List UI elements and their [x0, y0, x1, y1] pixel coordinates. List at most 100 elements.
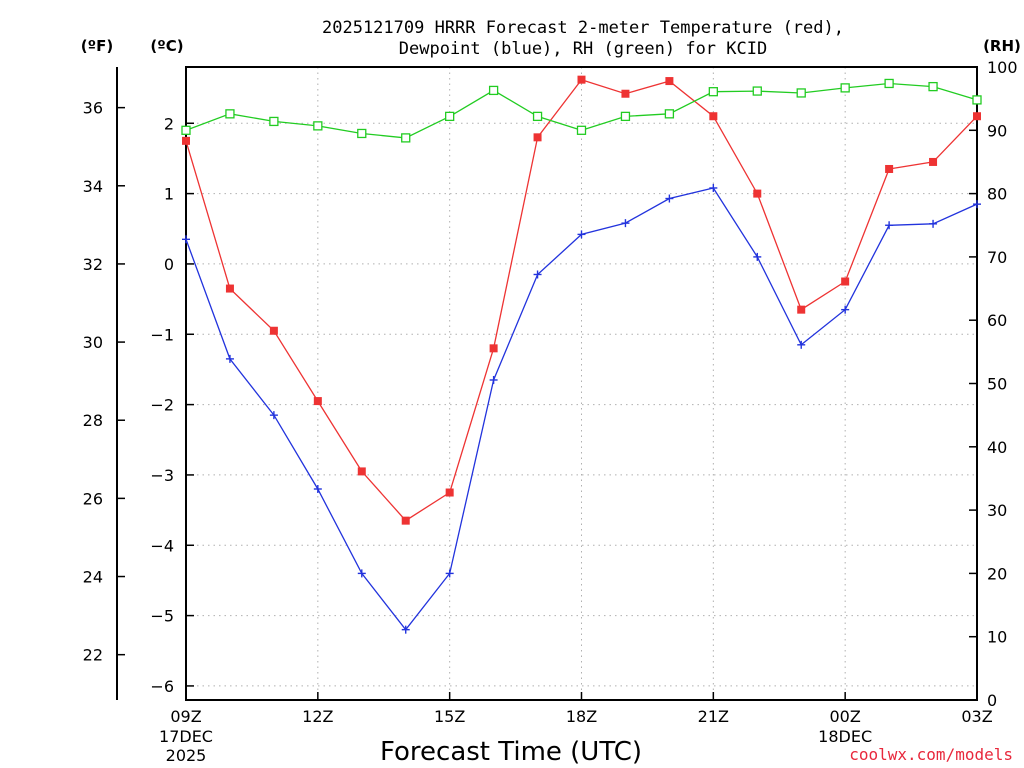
temperature-point [973, 112, 981, 121]
rh-tick-label: 60 [987, 311, 1007, 330]
rh-point [181, 125, 191, 135]
rh-point [796, 88, 806, 98]
fahrenheit-tick-label: 24 [83, 568, 103, 587]
x-tick-label: 00Z [830, 707, 861, 726]
x-tick-sublabel: 17DEC [159, 727, 213, 746]
rh-point [884, 78, 894, 89]
rh-point [576, 125, 587, 135]
dewpoint-point [709, 183, 718, 192]
x-tick-label: 12Z [302, 707, 333, 726]
dewpoint-point [665, 194, 674, 203]
temperature-point [182, 136, 190, 145]
x-tick-label: 15Z [434, 707, 465, 726]
celsius-unit-label: (ºC) [150, 37, 183, 55]
temperature-point [709, 112, 718, 121]
celsius-tick-label: −2 [150, 396, 174, 415]
temperature-line [185, 78, 978, 522]
fahrenheit-tick-label: 34 [83, 177, 103, 196]
rh-tick-label: 30 [987, 501, 1007, 520]
celsius-tick-label: 0 [164, 255, 174, 274]
rh-point [620, 111, 631, 122]
fahrenheit-tick-label: 36 [83, 99, 103, 118]
temperature-point [797, 305, 806, 314]
rh-point [401, 133, 411, 143]
dewpoint-point [621, 219, 630, 228]
temperature-point [401, 516, 410, 525]
celsius-tick-label: −6 [150, 677, 174, 696]
dewpoint-point [401, 625, 410, 634]
celsius-tick-label: −3 [150, 466, 174, 485]
celsius-tick-label: 1 [164, 185, 174, 204]
rh-point [488, 85, 499, 96]
rh-tick-label: 40 [987, 438, 1007, 457]
x-tick-label: 18Z [566, 707, 597, 726]
dewpoint-point [313, 485, 322, 493]
rh-unit-label: (RH) [983, 37, 1021, 55]
temperature-point [533, 133, 542, 142]
temperature-point [313, 397, 322, 406]
dewpoint-point [885, 221, 894, 230]
x-axis-title: Forecast Time (UTC) [380, 737, 642, 767]
chart-title-line-2: Dewpoint (blue), RH (green) for KCID [399, 39, 767, 59]
rh-tick-label: 90 [987, 121, 1007, 140]
rh-point [840, 83, 850, 93]
rh-point [269, 116, 279, 127]
fahrenheit-tick-label: 30 [83, 333, 103, 352]
rh-tick-label: 100 [987, 58, 1018, 77]
temperature-point [269, 326, 278, 335]
rh-point [928, 81, 938, 92]
rh-tick-label: 10 [987, 628, 1007, 647]
celsius-tick-label: 2 [164, 114, 174, 133]
temperature-point [489, 344, 498, 353]
rh-point [664, 109, 675, 119]
dewpoint-point [973, 200, 981, 209]
rh-tick-label: 0 [987, 691, 997, 710]
rh-point [972, 95, 982, 105]
fahrenheit-tick-label: 28 [83, 411, 103, 430]
temperature-point [885, 164, 894, 173]
x-tick-sublabel: 18DEC [818, 727, 872, 746]
tick-labels: 2224262830323436−6−5−4−3−2−1012010203040… [83, 58, 1018, 765]
fahrenheit-tick-label: 32 [83, 255, 103, 274]
grid-lines [186, 67, 977, 700]
temperature-point [621, 89, 630, 98]
dewpoint-point [445, 569, 454, 578]
celsius-tick-label: −4 [150, 536, 174, 555]
data-series [181, 75, 982, 634]
x-tick-label: 03Z [961, 707, 992, 726]
dewpoint-point [577, 230, 586, 239]
credit-text: coolwx.com/models [849, 745, 1013, 764]
dewpoint-point [841, 305, 850, 314]
temperature-point [665, 77, 674, 86]
rh-point [313, 121, 323, 131]
rh-point [752, 86, 762, 96]
rh-tick-label: 20 [987, 564, 1007, 583]
dewpoint-point [929, 219, 938, 228]
temperature-point [753, 189, 762, 198]
celsius-tick-label: −5 [150, 607, 174, 626]
x-tick-label: 21Z [698, 707, 729, 726]
rh-tick-label: 50 [987, 375, 1007, 394]
fahrenheit-unit-label: (ºF) [81, 37, 113, 55]
rh-point [225, 109, 235, 119]
dewpoint-point [489, 375, 498, 384]
dewpoint-point [269, 411, 278, 420]
rh-point [357, 128, 367, 139]
rh-point [708, 87, 718, 97]
rh-point [445, 111, 455, 122]
dewpoint-point [182, 235, 190, 244]
x-tick-sublabel: 2025 [166, 746, 207, 765]
axes [116, 66, 978, 701]
dewpoint-point [225, 354, 234, 363]
temperature-point [357, 467, 366, 476]
temperature-point [577, 75, 586, 84]
temperature-point [929, 157, 938, 166]
temperature-point [445, 488, 454, 497]
fahrenheit-tick-label: 26 [83, 489, 103, 508]
rh-tick-label: 70 [987, 248, 1007, 267]
dewpoint-point [753, 252, 762, 261]
rh-tick-label: 80 [987, 185, 1007, 204]
dewpoint-point [797, 340, 806, 349]
rh-point [532, 111, 543, 122]
